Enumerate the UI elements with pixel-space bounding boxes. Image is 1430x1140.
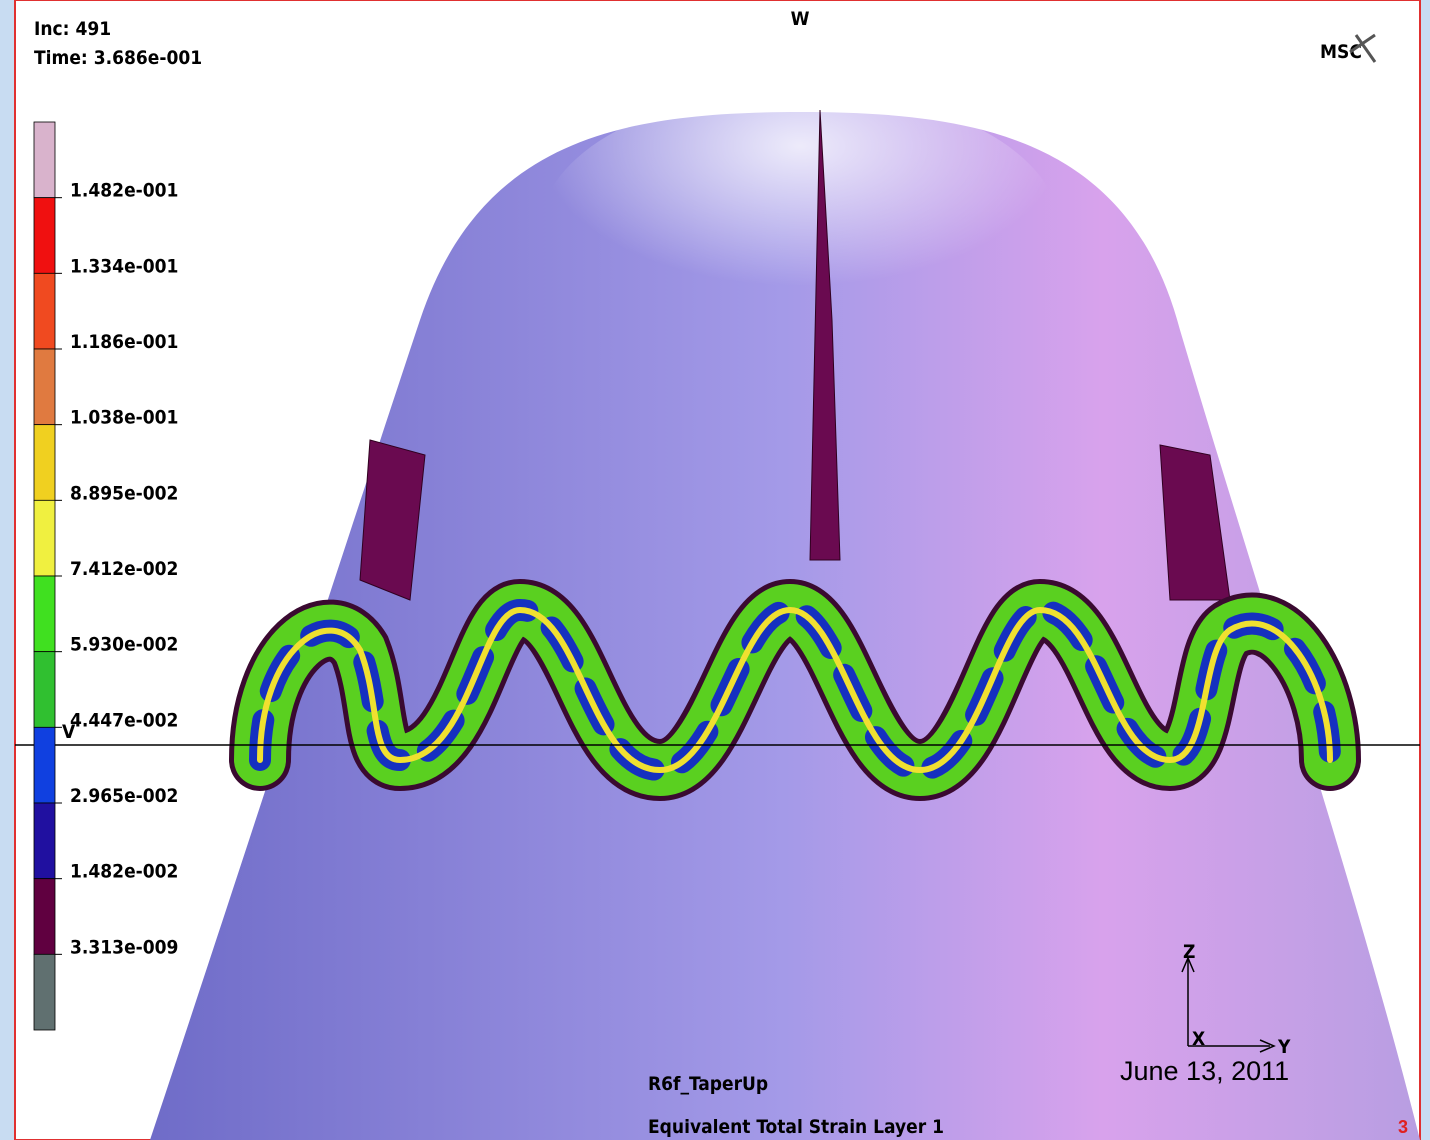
legend-band (34, 879, 55, 955)
legend-label: 5.930e-002 (70, 634, 178, 656)
date: June 13, 2011 (1120, 1056, 1289, 1086)
legend-label: 1.482e-001 (70, 180, 178, 202)
legend-label: 3.313e-009 (70, 936, 178, 958)
legend-band (34, 198, 55, 274)
model-name: R6f_TaperUp (648, 1073, 768, 1095)
screen: Inc: 491 Time: 3.686e-001 W MSC V Z X Y … (0, 0, 1430, 1140)
legend-band (34, 954, 55, 1030)
legend-band (34, 576, 55, 652)
legend-band (34, 425, 55, 501)
time: Time: 3.686e-001 (34, 47, 202, 69)
result-name: Equivalent Total Strain Layer 1 (648, 1116, 944, 1138)
increment: Inc: 491 (34, 18, 111, 40)
legend-label: 1.482e-002 (70, 861, 178, 883)
legend-band (34, 727, 55, 803)
legend-label: 1.038e-001 (70, 407, 178, 429)
legend-label: 8.895e-002 (70, 482, 178, 504)
legend-band (34, 803, 55, 879)
legend-band (34, 652, 55, 728)
legend-band (34, 500, 55, 576)
x-label: X (1192, 1028, 1205, 1050)
y-label: Y (1277, 1036, 1291, 1058)
legend-band (34, 349, 55, 425)
legend-band (34, 122, 55, 198)
legend-label: 2.965e-002 (70, 785, 178, 807)
logo: MSC (1320, 41, 1362, 63)
legend-label: 1.334e-001 (70, 255, 178, 277)
view-label: W (791, 8, 810, 30)
legend-band (34, 273, 55, 349)
z-label: Z (1183, 941, 1195, 963)
legend-label: 4.447e-002 (70, 709, 178, 731)
page-number: 3 (1398, 1117, 1408, 1137)
page: Inc: 491 Time: 3.686e-001 W MSC V Z X Y … (0, 0, 1430, 1140)
highlight (540, 90, 1060, 370)
legend-label: 7.412e-002 (70, 558, 178, 580)
legend-label: 1.186e-001 (70, 331, 178, 353)
